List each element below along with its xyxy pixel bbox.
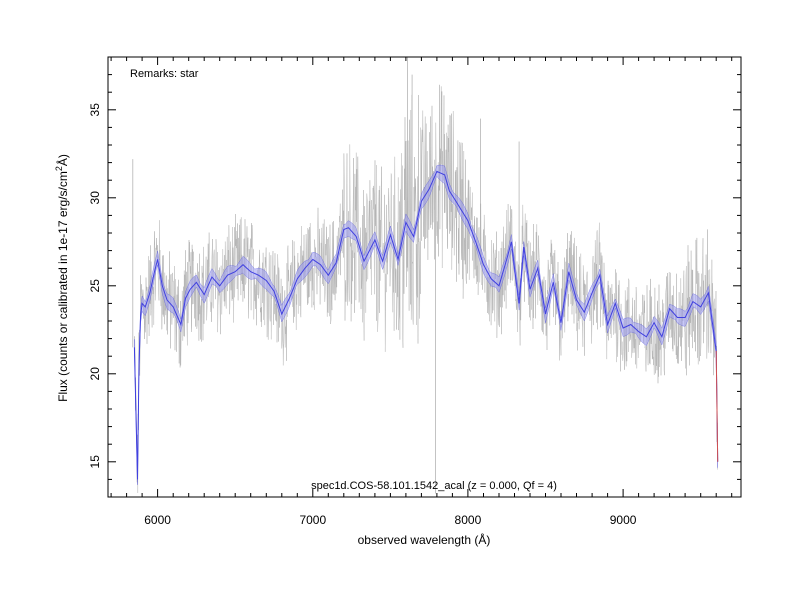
y-tick-label: 30	[88, 191, 102, 205]
smoothed-spectrum-layer	[133, 170, 719, 480]
y-tick-label: 15	[88, 455, 102, 469]
spectrum-edge-segment	[715, 350, 719, 462]
remarks-annotation: Remarks: star	[130, 68, 199, 80]
smoothed-band-layer	[134, 164, 718, 485]
axis-ticks	[108, 56, 741, 498]
y-tick-label: 25	[88, 279, 102, 293]
x-axis-label: observed wavelength (Å)	[358, 532, 491, 547]
smoothed-spectrum-line	[133, 170, 719, 480]
x-tick-label: 9000	[610, 513, 637, 527]
smoothed-band	[134, 164, 718, 485]
x-tick-label: 7000	[299, 513, 326, 527]
y-tick-label: 35	[88, 103, 102, 117]
spectrum-label: spec1d.COS-58.101.1542_acal (z = 0.000, …	[311, 480, 557, 492]
y-axis-label-superscript: 2	[54, 166, 64, 171]
raw-spectrum-layer	[132, 57, 718, 494]
x-tick-label: 6000	[144, 513, 171, 527]
y-axis-label: Flux (counts or calibrated in 1e-17 erg/…	[54, 154, 70, 402]
y-axis-label-main: Flux (counts or calibrated in 1e-17 erg/…	[56, 171, 70, 402]
y-tick-label: 20	[88, 367, 102, 381]
y-axis-label-tail: Å)	[55, 154, 70, 166]
x-tick-label: 8000	[455, 513, 482, 527]
tick-labels: 6000 7000 8000 9000 15 20 25 30 35	[88, 103, 637, 527]
plot-frame	[107, 56, 742, 498]
